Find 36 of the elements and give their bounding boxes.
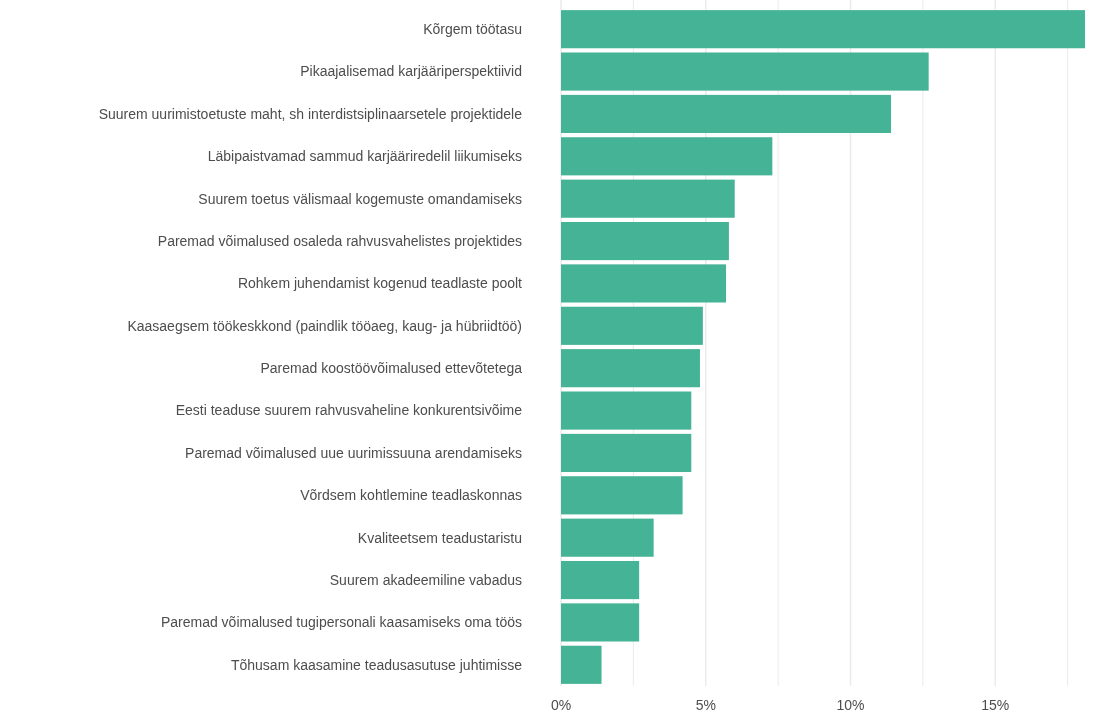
y-tick-label: Kaasaegsem töökeskkond (paindlik tööaeg, kaug- ja hübriidtöö) bbox=[127, 317, 522, 334]
bar bbox=[561, 645, 602, 684]
y-tick-label: Kvaliteetsem teadustaristu bbox=[357, 529, 522, 546]
y-tick-label: Suurem toetus välismaal kogemuste omandamiseks bbox=[198, 190, 522, 207]
bar bbox=[561, 221, 729, 261]
bar bbox=[561, 433, 692, 473]
bar bbox=[561, 306, 703, 345]
y-tick-label: Paremad koostöövõimalused ettevõtetega bbox=[260, 360, 523, 377]
bar bbox=[561, 560, 640, 600]
bar bbox=[561, 10, 1085, 49]
bar bbox=[561, 137, 773, 176]
y-tick-label: Paremad võimalused osaleda rahvusvahelistes projektides bbox=[157, 232, 522, 249]
bar bbox=[561, 518, 654, 557]
y-tick-label: Võrdsem kohtlemine teadlaskonnas bbox=[300, 487, 522, 504]
y-tick-label: Eesti teaduse suurem rahvusvaheline konkurentsivõime bbox=[175, 402, 523, 419]
y-tick-label: Pikaajalisemad karjääriperspektiivid bbox=[300, 63, 522, 80]
bar bbox=[561, 476, 683, 515]
bar bbox=[561, 52, 929, 91]
bar bbox=[561, 94, 892, 134]
y-tick-label: Paremad võimalused uue uurimissuuna arendamiseks bbox=[185, 444, 522, 461]
y-tick-label: Rohkem juhendamist kogenud teadlaste poolt bbox=[237, 275, 523, 292]
bar bbox=[561, 264, 727, 303]
x-tick-label: 0% bbox=[550, 697, 572, 713]
bar bbox=[561, 179, 735, 218]
y-tick-label: Tõhusam kaasamine teadusasutuse juhtimisse bbox=[230, 656, 523, 673]
x-tick-label: 15% bbox=[981, 697, 1010, 713]
bar bbox=[561, 391, 692, 430]
y-tick-label: Paremad võimalused tugipersonali kaasamiseks oma töös bbox=[160, 614, 522, 631]
x-tick-label: 10% bbox=[836, 697, 865, 713]
y-tick-label: Suurem uurimistoetuste maht, sh interdistsiplinaarsetele projektidele bbox=[98, 105, 523, 122]
x-tick-label: 5% bbox=[695, 697, 716, 713]
y-tick-label: Suurem akadeemiline vabadus bbox=[329, 571, 522, 588]
bar bbox=[561, 349, 700, 388]
y-tick-label: Kõrgem töötasu bbox=[423, 21, 522, 38]
y-tick-label: Läbipaistvamad sammud karjääriredelil liikumiseks bbox=[207, 148, 522, 165]
bar bbox=[561, 603, 640, 642]
